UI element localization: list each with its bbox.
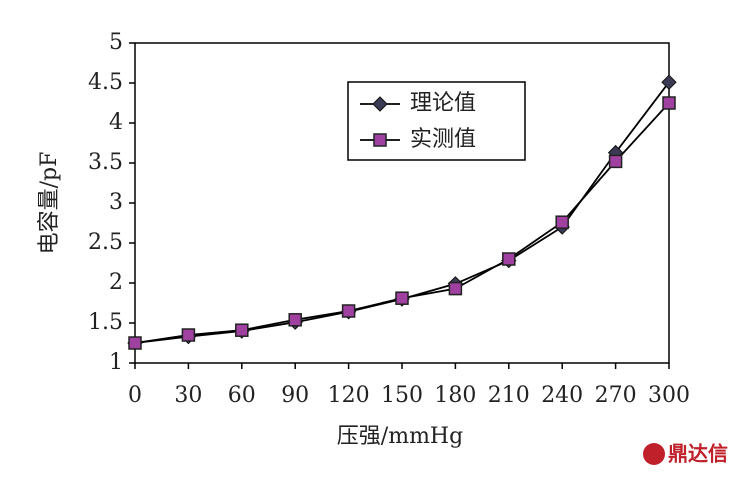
x-tick-label: 30 [174,383,202,408]
y-tick-label: 3 [109,190,123,215]
data-point [662,96,676,110]
watermark: 鼎达信 [643,442,728,466]
y-axis-label: 电容量/pF [37,152,62,255]
x-axis-label: 压强/mmHg [337,424,463,449]
y-tick-label: 4 [109,110,123,135]
data-point [128,336,142,350]
legend-label: 理论值 [410,91,476,116]
x-tick-label: 210 [488,383,530,408]
data-point [448,281,463,296]
legend-box [347,81,526,161]
y-tick-label: 4.5 [88,70,123,95]
x-tick-label: 120 [328,383,370,408]
data-point [341,304,356,318]
data-point [661,74,677,90]
y-tick-label: 2.5 [88,230,123,255]
data-point [555,215,569,229]
data-point [395,291,409,305]
legend-label: 实测值 [410,127,476,152]
x-tick-label: 150 [381,383,423,408]
data-point [288,313,302,327]
x-tick-label: 300 [648,383,690,408]
watermark-logo [643,443,665,465]
legend-marker [372,96,388,112]
x-tick-label: 180 [434,383,476,408]
data-point [608,154,623,169]
y-tick-label: 5 [109,30,123,55]
x-tick-label: 60 [228,383,256,408]
data-point [235,323,249,337]
x-tick-label: 240 [541,383,583,408]
y-tick-label: 2 [109,270,123,295]
legend-marker [373,133,387,147]
data-point [181,328,196,342]
data-point [502,252,516,266]
watermark-text: 鼎达信 [668,442,728,466]
y-tick-label: 3.5 [88,150,123,175]
y-tick-label: 1.5 [88,310,123,335]
y-tick-label: 1 [109,350,123,375]
x-tick-label: 270 [595,383,637,408]
x-tick-label: 90 [281,383,309,408]
x-tick-label: 0 [128,383,142,408]
